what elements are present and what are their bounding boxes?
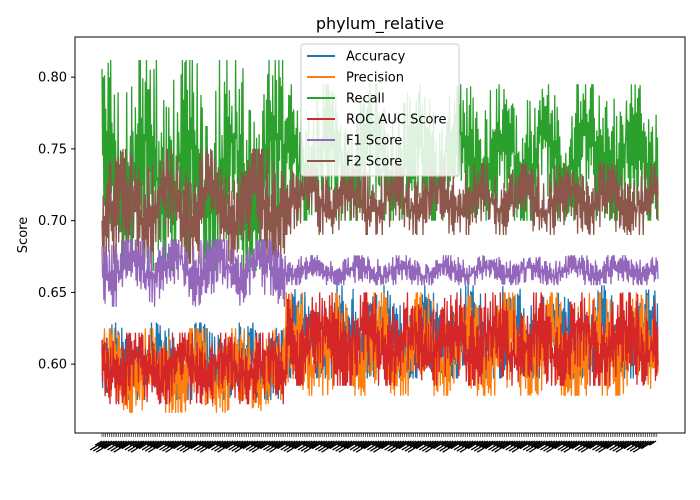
y-tick-label: 0.60	[38, 358, 67, 373]
y-tick-label: 0.80	[38, 71, 67, 86]
plot-frame	[74, 36, 686, 434]
legend-label: F1 Score	[346, 134, 402, 149]
plot-area	[101, 59, 659, 413]
series-line-f1-score	[101, 239, 659, 307]
legend-box	[300, 43, 460, 177]
y-axis: 0.60 0.65 0.70 0.75 0.80	[38, 71, 75, 373]
legend-label: F2 Score	[346, 155, 402, 170]
chart-title: phylum_relative	[316, 14, 444, 34]
x-axis	[89, 433, 658, 453]
legend-label: Accuracy	[346, 50, 406, 65]
series-line-precision	[101, 292, 659, 413]
legend-label: ROC AUC Score	[346, 113, 447, 128]
y-axis-label: Score	[16, 217, 31, 253]
legend-label: Recall	[346, 92, 385, 107]
x-tick-labels	[89, 440, 657, 453]
y-tick-label: 0.70	[38, 214, 67, 229]
series-line-f2-score	[101, 148, 659, 264]
y-tick-label: 0.65	[38, 286, 67, 301]
x-ticks	[101, 433, 658, 437]
legend: Accuracy Precision Recall ROC AUC Score F1 S…	[300, 43, 460, 177]
series-line-roc-auc-score	[101, 292, 659, 405]
y-tick-label: 0.75	[38, 142, 67, 157]
legend-label: Precision	[346, 71, 404, 86]
